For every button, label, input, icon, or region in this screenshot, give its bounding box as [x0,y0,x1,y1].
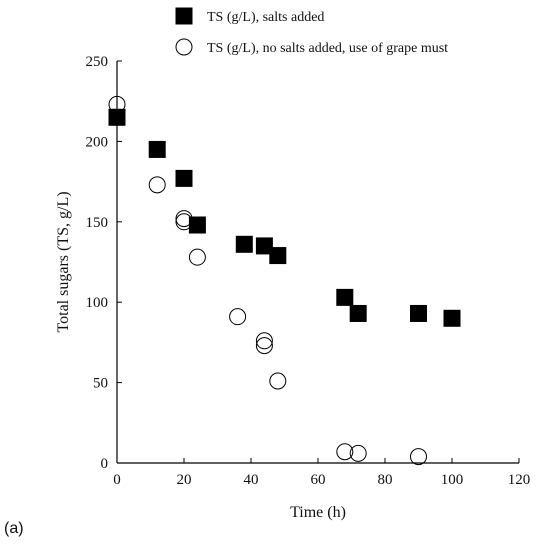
square-point [188,216,206,234]
circle-point [269,372,287,390]
y-tick-label: 100 [86,295,109,311]
circle-point [175,210,193,228]
circle-point [148,176,166,194]
square-point [255,237,273,255]
circle-point [108,95,126,113]
legend-circle-marker [175,38,193,56]
y-tick-label: 200 [86,134,109,150]
data-points [108,95,461,466]
square-point [148,140,166,158]
circle-point [336,443,354,461]
legend: TS (g/L), salts added TS (g/L), no salts … [175,7,448,56]
y-tick-label: 250 [86,54,109,70]
square-point [410,304,427,322]
square-point [336,288,354,306]
x-tick-label: 100 [441,472,464,488]
axes: 0 20 40 60 80 100 120 0 50 100 150 200 250 Time (h) To… [55,54,530,521]
square-point [235,235,253,253]
legend-square-marker [175,7,193,25]
y-axis-title: Total sugars (TS, g/L) [55,191,72,332]
square-point [175,169,193,187]
x-tick-label: 60 [311,472,326,488]
square-point [108,108,126,126]
x-tick-label: 0 [113,472,121,488]
y-tick-label: 50 [93,376,108,392]
circle-point [410,448,427,466]
x-tick-label: 80 [378,472,393,488]
circle-point [255,337,273,355]
legend-label: TS (g/L), salts added [207,10,324,25]
panel-label: (a) [4,520,24,537]
legend-label: TS (g/L), no salts added, use of grape m… [207,41,448,56]
circle-point [349,444,367,462]
x-tick-label: 20 [177,472,192,488]
square-point [443,309,461,327]
y-tick-label: 150 [86,215,109,231]
square-point [269,247,287,265]
x-tick-label: 120 [508,472,531,488]
y-tick-label: 0 [101,456,109,472]
circle-point [229,308,247,326]
x-axis-title: Time (h) [290,504,346,521]
x-tick-label: 40 [244,472,259,488]
square-point [349,304,367,322]
circle-point [175,213,193,231]
circle-point [255,332,273,350]
circle-point [188,248,206,266]
